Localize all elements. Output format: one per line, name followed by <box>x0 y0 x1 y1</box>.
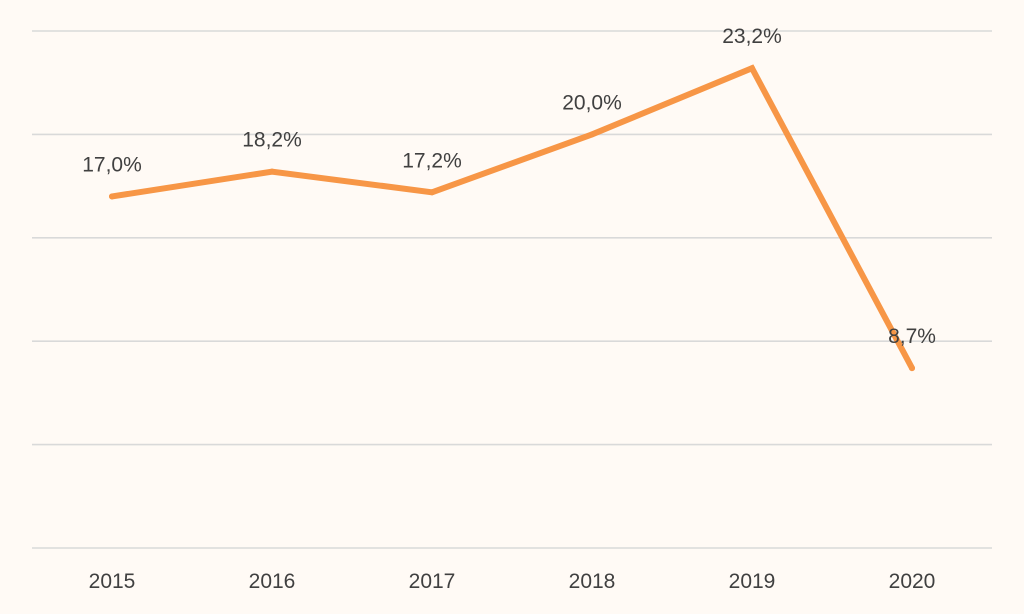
x-tick-label-2016: 2016 <box>249 570 296 593</box>
data-label-2017: 17,2% <box>402 149 462 172</box>
x-tick-label-2018: 2018 <box>569 570 616 593</box>
x-tick-label-2015: 2015 <box>89 570 136 593</box>
series-line <box>109 64 915 372</box>
data-labels: 17,0% 18,2% 17,2% 20,0% 23,2% 8,7% <box>82 25 936 348</box>
data-label-2020: 8,7% <box>888 325 936 348</box>
x-tick-label-2019: 2019 <box>729 570 776 593</box>
data-point-2018 <box>589 131 595 138</box>
data-point-2019 <box>749 65 755 72</box>
x-axis-tick-labels: 2015 2016 2017 2018 2019 2020 <box>89 570 936 593</box>
data-point-2016 <box>269 168 275 175</box>
series-group <box>109 64 915 372</box>
x-tick-label-2020: 2020 <box>889 570 936 593</box>
x-tick-label-2017: 2017 <box>409 570 456 593</box>
data-label-2019: 23,2% <box>722 25 782 48</box>
gridlines <box>32 30 992 549</box>
data-label-2018: 20,0% <box>562 91 622 114</box>
data-point-2017 <box>429 189 435 196</box>
data-point-2015 <box>109 193 115 200</box>
data-label-2016: 18,2% <box>242 129 302 152</box>
data-point-2020 <box>909 365 915 372</box>
data-label-2015: 17,0% <box>82 153 142 176</box>
